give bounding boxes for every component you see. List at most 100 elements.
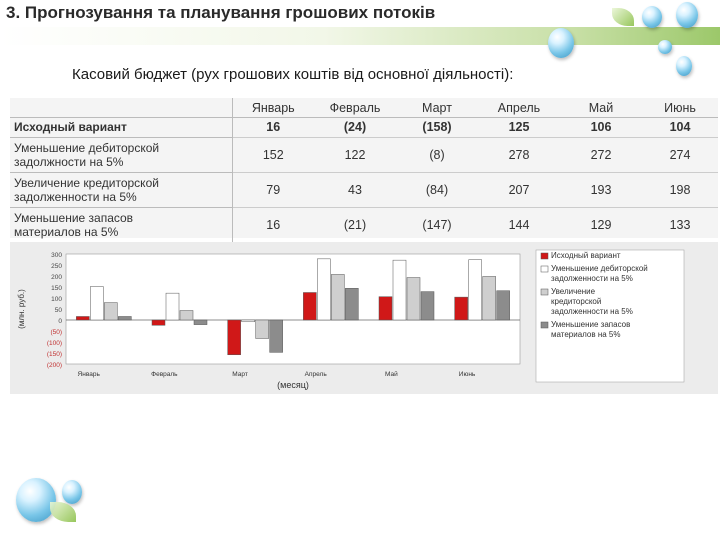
table-cell: 16 (231, 207, 314, 242)
table-cell: 16 (231, 117, 314, 138)
table-header-row: Январь Февраль Март Апрель Май Июнь (10, 98, 718, 118)
legend-label: задолженности на 5% (551, 307, 633, 316)
leaf-decor (612, 8, 634, 26)
table-cell: 278 (478, 137, 560, 173)
y-tick-label: 250 (51, 263, 62, 270)
chart-bar (454, 296, 468, 321)
chart-bar (76, 316, 90, 321)
chart-bar (468, 259, 482, 321)
x-tick-label: Апрель (305, 371, 328, 378)
legend-label: кредиторской (551, 297, 601, 306)
table-cell: (21) (343, 217, 367, 232)
chart-bar (331, 274, 345, 321)
chart-bar (378, 296, 393, 321)
y-tick-label: 300 (51, 252, 62, 259)
x-tick-label: Январь (78, 371, 101, 378)
chart-bar (303, 292, 317, 321)
chart-bar (179, 310, 194, 321)
legend-swatch (540, 252, 549, 260)
table-cell: 207 (478, 172, 560, 208)
row-label: Уменьшение запасов материалов на 5% (14, 210, 134, 239)
water-drop-decor (676, 2, 698, 28)
table-cell: 144 (508, 217, 530, 232)
row-label: Увеличение кредиторской задолженности на … (10, 172, 232, 208)
row-label: Исходный вариант (10, 117, 232, 138)
legend-label: Исходный вариант (551, 251, 621, 260)
table-cell: (24) (314, 117, 396, 138)
y-tick-label: (100) (47, 340, 62, 347)
table-row: Увеличение кредиторской задолженности на … (10, 172, 718, 208)
table-cell: (84) (396, 172, 478, 208)
table-cell: 274 (642, 137, 718, 173)
table-cell: 152 (231, 137, 314, 173)
column-header: Май (560, 98, 642, 118)
table-cell: (147) (422, 217, 452, 232)
slide-subtitle: Касовий бюджет (рух грошових коштів від … (72, 66, 514, 83)
chart-bar (345, 288, 359, 321)
y-tick-label: 150 (51, 285, 62, 292)
column-header: Июнь (642, 98, 718, 118)
title-decor-strip (0, 27, 720, 45)
plot-area (65, 253, 521, 365)
table-cell: 272 (560, 137, 642, 173)
x-tick-label: Март (232, 371, 248, 378)
table-row: Исходный вариант 16 (24) (158) 125 106 1… (10, 117, 718, 138)
table-cell: 106 (560, 117, 642, 138)
chart-bar (90, 286, 104, 321)
chart-bar (406, 277, 421, 321)
y-tick-label: 0 (58, 318, 62, 325)
x-tick-label: Июнь (459, 371, 476, 378)
table-cell: 193 (560, 172, 642, 208)
column-header: Февраль (314, 98, 396, 118)
table-corner-cell (10, 98, 232, 118)
water-drop-decor (642, 6, 662, 28)
table-cell: 198 (642, 172, 718, 208)
column-header: Март (396, 98, 478, 118)
chart-bar (241, 319, 255, 323)
legend-swatch (540, 265, 549, 273)
legend-label: Уменьшение дебиторской (551, 264, 648, 273)
leaf-decor (50, 502, 76, 522)
y-tick-label: 50 (55, 307, 63, 314)
table-cell: 122 (314, 137, 396, 173)
chart-bar (482, 276, 496, 321)
chart-bar (104, 302, 118, 321)
chart-bar (118, 316, 132, 321)
water-drop-decor (548, 28, 574, 58)
chart-bar (317, 258, 331, 321)
y-tick-label: (50) (50, 329, 62, 336)
chart-bar (165, 292, 180, 321)
chart-bar (269, 319, 283, 353)
y-tick-label: (200) (47, 362, 62, 369)
row-label: Уменьшение дебиторской задолжности на 5% (10, 137, 232, 173)
chart-bar (193, 319, 208, 325)
x-tick-label: Февраль (151, 371, 178, 378)
table-row: Уменьшение запасов материалов на 5% 16 (2… (10, 207, 718, 242)
table-row: Уменьшение дебиторской задолжности на 5% … (10, 137, 718, 173)
chart-bar (255, 319, 269, 339)
table-cell: 125 (478, 117, 560, 138)
chart-bar (392, 259, 407, 321)
water-drop-decor (16, 478, 56, 522)
chart-bar (227, 319, 241, 356)
slide-title: 3. Прогнозування та планування грошових … (6, 3, 436, 22)
y-tick-label: 100 (51, 296, 62, 303)
y-tick-label: (150) (47, 351, 62, 358)
column-header: Январь (231, 98, 314, 118)
cash-flow-chart: 300 250 200 150 100 50 0 (50) (100) (150) (200) (мл… (10, 242, 718, 394)
chart-bar (151, 319, 166, 326)
table-cell: (8) (396, 137, 478, 173)
water-drop-decor (658, 40, 672, 54)
chart-bar (420, 291, 435, 321)
table-cell: (158) (396, 117, 478, 138)
table-cell: 104 (642, 117, 718, 138)
cash-budget-table: Январь Февраль Март Апрель Май Июнь Исхо… (10, 98, 718, 242)
water-drop-decor (676, 56, 692, 76)
legend-label: Увеличение (551, 287, 596, 296)
legend-label: Уменьшение запасов (551, 320, 630, 329)
bar-chart-svg: 300 250 200 150 100 50 0 (50) (100) (150) (200) (мл… (17, 249, 685, 390)
table-cell: 43 (314, 172, 396, 208)
legend-label: материалов на 5% (551, 330, 621, 339)
legend-swatch (540, 321, 549, 329)
table-cell: 129 (590, 217, 612, 232)
